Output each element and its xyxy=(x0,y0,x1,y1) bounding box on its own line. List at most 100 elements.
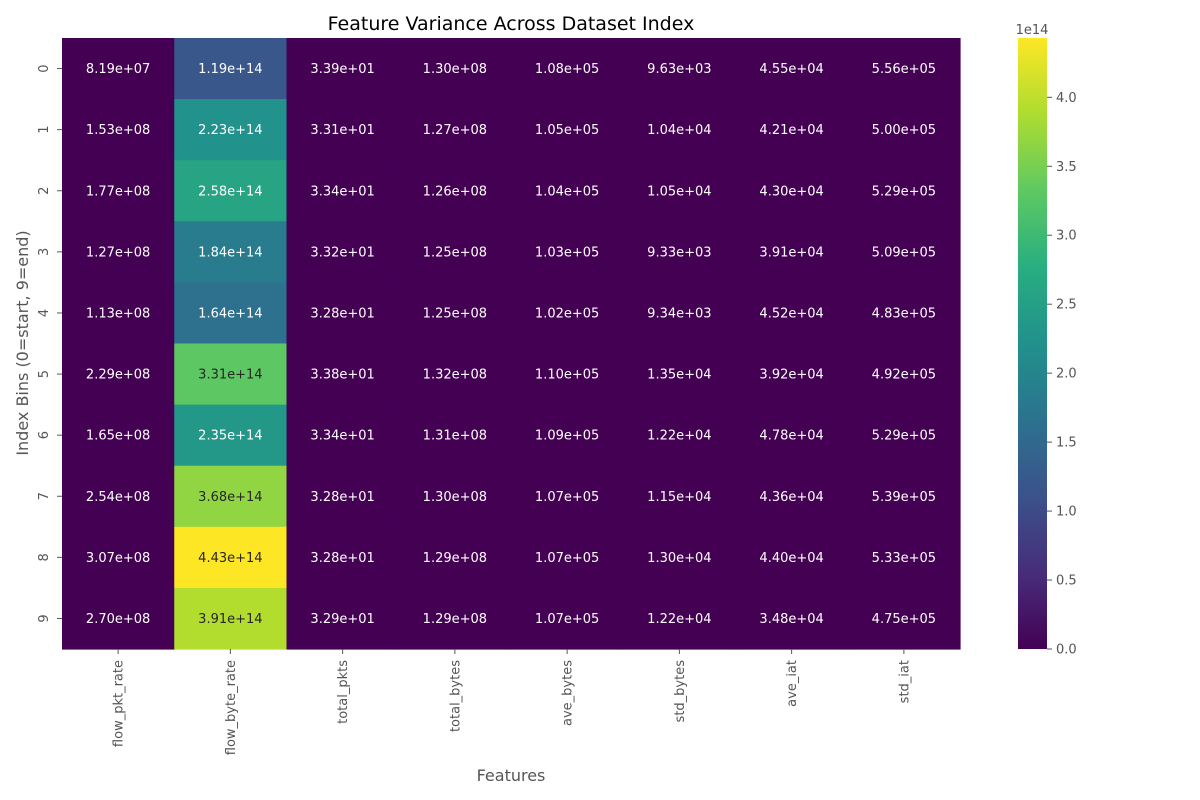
cell-value-label: 1.30e+08 xyxy=(423,62,487,77)
cell-value-label: 4.21e+04 xyxy=(759,123,823,138)
heatmap-cell xyxy=(174,404,288,467)
colorbar-tick-label: 1.5 xyxy=(1056,436,1077,451)
heatmap-cell xyxy=(398,526,512,589)
heatmap-cell xyxy=(62,404,175,467)
heatmap-cell xyxy=(286,587,400,650)
heatmap-cell xyxy=(623,160,737,222)
heatmap-cell xyxy=(735,99,849,161)
heatmap-cell xyxy=(286,282,400,345)
heatmap-cell xyxy=(847,99,961,161)
heatmap-cell xyxy=(286,38,400,100)
heatmap-cell xyxy=(398,404,512,467)
cell-value-label: 2.54e+08 xyxy=(86,490,150,505)
cell-value-label: 3.32e+01 xyxy=(310,245,374,260)
heatmap-cell xyxy=(511,221,624,283)
heatmap-cell xyxy=(62,526,175,589)
heatmap-cell xyxy=(511,38,624,100)
heatmap-cell xyxy=(174,221,288,283)
heatmap-cell xyxy=(62,282,175,345)
cell-value-label: 1.22e+04 xyxy=(647,612,711,627)
heatmap-cell xyxy=(398,465,512,528)
heatmap-cell xyxy=(735,343,849,406)
cell-value-label: 1.29e+08 xyxy=(423,612,487,627)
cell-value-label: 1.29e+08 xyxy=(423,551,487,566)
heatmap-cell xyxy=(286,343,400,406)
colorbar xyxy=(1018,38,1047,649)
heatmap-cell xyxy=(174,38,288,100)
cell-value-label: 4.78e+04 xyxy=(759,429,823,444)
heatmap-cell xyxy=(623,465,737,528)
heatmap-cell xyxy=(174,160,288,222)
heatmap-cell xyxy=(847,587,961,650)
y-tick-label: 2 xyxy=(37,187,52,195)
heatmap-cell xyxy=(398,587,512,650)
cell-value-label: 4.40e+04 xyxy=(759,551,823,566)
cell-value-label: 1.04e+05 xyxy=(535,184,599,199)
cell-value-label: 1.32e+08 xyxy=(423,368,487,383)
heatmap-cell xyxy=(174,526,288,589)
cell-value-label: 8.19e+07 xyxy=(86,62,150,77)
heatmap-cell xyxy=(174,99,288,161)
cell-value-label: 3.91e+04 xyxy=(759,245,823,260)
cell-value-label: 3.92e+04 xyxy=(759,368,823,383)
cell-value-label: 5.56e+05 xyxy=(872,62,936,77)
x-tick-label: flow_pkt_rate xyxy=(112,660,127,747)
heatmap-cell-labels: 8.19e+07 1.19e+14 3.39e+01 1.30e+08 1.08e+05… xyxy=(86,62,936,627)
cell-value-label: 5.39e+05 xyxy=(872,490,936,505)
cell-value-label: 4.83e+05 xyxy=(872,306,936,321)
cell-value-label: 5.00e+05 xyxy=(872,123,936,138)
heatmap-cell xyxy=(286,99,400,161)
cell-value-label: 4.55e+04 xyxy=(759,62,823,77)
cell-value-label: 5.09e+05 xyxy=(872,245,936,260)
cell-value-label: 9.63e+03 xyxy=(647,62,711,77)
cell-value-label: 4.92e+05 xyxy=(872,368,936,383)
x-tick-label: total_bytes xyxy=(448,660,463,732)
cell-value-label: 1.64e+14 xyxy=(198,306,262,321)
heatmap-cell xyxy=(623,526,737,589)
cell-value-label: 3.39e+01 xyxy=(310,62,374,77)
heatmap-cells xyxy=(62,38,961,650)
cell-value-label: 1.02e+05 xyxy=(535,306,599,321)
cell-value-label: 4.75e+05 xyxy=(872,612,936,627)
heatmap-cell xyxy=(847,160,961,222)
heatmap-cell xyxy=(735,404,849,467)
heatmap-cell xyxy=(847,282,961,345)
cell-value-label: 1.25e+08 xyxy=(423,245,487,260)
cell-value-label: 1.27e+08 xyxy=(423,123,487,138)
cell-value-label: 3.34e+01 xyxy=(310,184,374,199)
heatmap-cell xyxy=(511,343,624,406)
colorbar-tick-label: 1.0 xyxy=(1056,505,1077,520)
cell-value-label: 1.30e+08 xyxy=(423,490,487,505)
heatmap-cell xyxy=(847,343,961,406)
y-axis-label: Index Bins (0=start, 9=end) xyxy=(13,230,32,455)
heatmap-cell xyxy=(398,221,512,283)
cell-value-label: 1.30e+04 xyxy=(647,551,711,566)
heatmap-cell xyxy=(286,465,400,528)
heatmap-cell xyxy=(398,38,512,100)
cell-value-label: 9.34e+03 xyxy=(647,306,711,321)
cell-value-label: 1.26e+08 xyxy=(423,184,487,199)
cell-value-label: 1.05e+04 xyxy=(647,184,711,199)
x-tick-label: ave_iat xyxy=(785,660,800,707)
chart-title: Feature Variance Across Dataset Index xyxy=(328,13,695,35)
colorbar-ticks: 0.0 0.5 1.0 1.5 2.0 2.5 3.0 3.5 4.0 xyxy=(1047,91,1077,658)
cell-value-label: 3.07e+08 xyxy=(86,551,150,566)
heatmap-cell xyxy=(511,99,624,161)
colorbar-tick-label: 2.0 xyxy=(1056,367,1077,382)
cell-value-label: 1.65e+08 xyxy=(86,429,150,444)
cell-value-label: 4.52e+04 xyxy=(759,306,823,321)
y-tick-label: 6 xyxy=(37,431,52,439)
y-axis-ticks: 0 1 2 3 4 5 6 7 8 9 xyxy=(37,64,62,623)
heatmap-cell xyxy=(286,160,400,222)
cell-value-label: 4.30e+04 xyxy=(759,184,823,199)
cell-value-label: 1.25e+08 xyxy=(423,306,487,321)
cell-value-label: 1.07e+05 xyxy=(535,551,599,566)
heatmap-cell xyxy=(847,526,961,589)
y-tick-label: 0 xyxy=(37,64,52,72)
heatmap-cell xyxy=(735,465,849,528)
cell-value-label: 3.48e+04 xyxy=(759,612,823,627)
colorbar-tick-label: 3.5 xyxy=(1056,160,1077,175)
heatmap-cell xyxy=(62,160,175,222)
cell-value-label: 5.29e+05 xyxy=(872,429,936,444)
